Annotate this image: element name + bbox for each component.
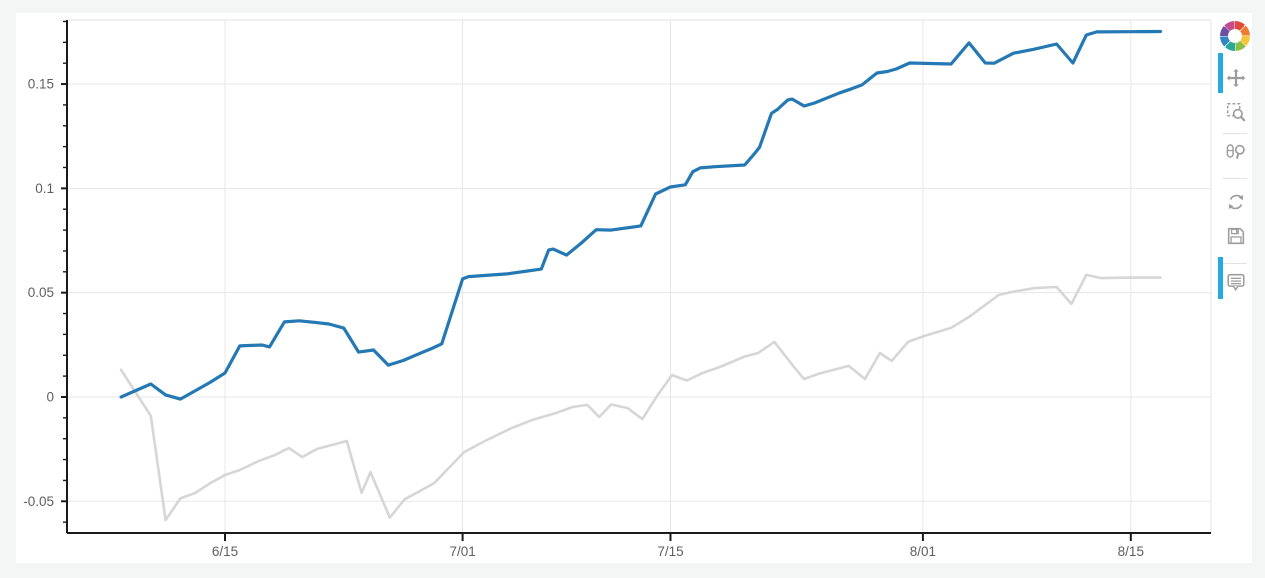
y-tick-label: 0.1 <box>35 181 54 196</box>
bokeh-logo-icon[interactable] <box>1220 21 1250 51</box>
box-zoom-tool-button[interactable] <box>1225 101 1247 125</box>
y-tick-label: 0.15 <box>28 77 54 92</box>
hover-icon <box>1227 273 1245 291</box>
y-axis-ticks: -0.05 0 0.05 0.1 0.15 <box>23 77 67 509</box>
bokeh-figure: -0.05 0 0.05 0.1 0.15 6/15 7/01 7/15 8/01 8/15 <box>16 13 1252 563</box>
pan-icon <box>1226 68 1246 88</box>
x-tick-label: 7/15 <box>657 544 683 559</box>
y-tick-label: 0 <box>46 389 54 404</box>
box-zoom-icon <box>1227 103 1246 122</box>
x-tick-label: 8/15 <box>1118 544 1144 559</box>
reset-icon <box>1228 194 1244 210</box>
pan-tool-button[interactable] <box>1225 67 1247 91</box>
plot-outline <box>66 19 1212 534</box>
bokeh-toolbar <box>16 13 1252 563</box>
blue-line <box>119 29 1163 401</box>
y-tick-label: -0.05 <box>23 494 54 509</box>
hover-tool-button[interactable] <box>1225 271 1247 295</box>
gray-line <box>119 273 1162 522</box>
wheel-zoom-icon <box>1226 144 1245 159</box>
x-axis-ticks: 6/15 7/01 7/15 8/01 8/15 <box>212 533 1144 559</box>
axes <box>66 20 1211 534</box>
toolbar-separator <box>1223 133 1247 134</box>
gridlines <box>67 20 1211 533</box>
plot-area[interactable]: -0.05 0 0.05 0.1 0.15 6/15 7/01 7/15 8/01 8/15 <box>16 13 1252 563</box>
pan-active-indicator <box>1218 53 1223 93</box>
y-minor-ticks <box>63 20 67 523</box>
hover-active-indicator <box>1218 257 1223 299</box>
x-tick-label: 8/01 <box>910 544 936 559</box>
y-tick-label: 0.05 <box>28 285 54 300</box>
reset-tool-button[interactable] <box>1225 191 1247 215</box>
toolbar-separator <box>1223 263 1247 264</box>
toolbar-separator <box>1223 178 1247 179</box>
x-tick-label: 7/01 <box>449 544 475 559</box>
wheel-zoom-tool-button[interactable] <box>1225 140 1247 164</box>
save-tool-button[interactable] <box>1225 225 1247 249</box>
x-tick-label: 6/15 <box>212 544 238 559</box>
save-icon <box>1227 227 1245 245</box>
